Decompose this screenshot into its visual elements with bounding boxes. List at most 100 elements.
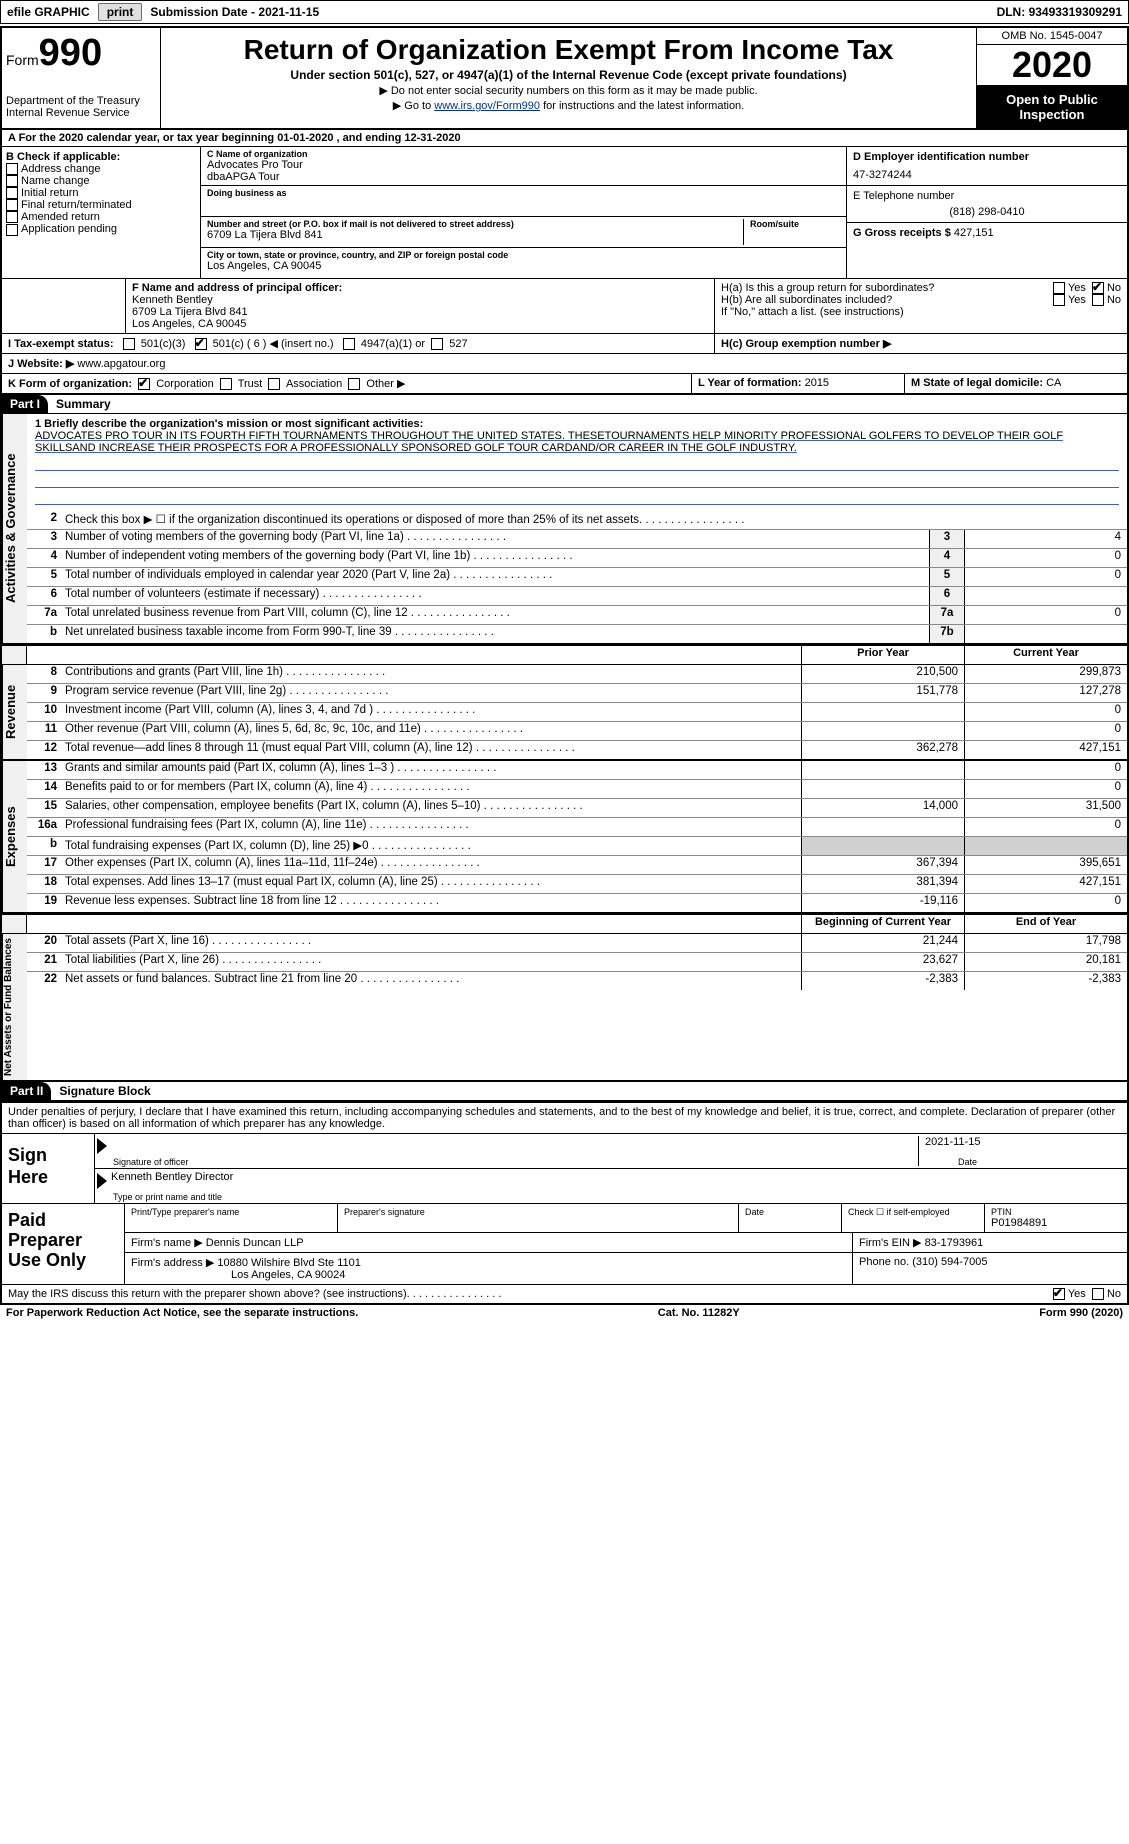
table-row: 2Check this box ▶ ☐ if the organization … [27,511,1127,529]
table-row: 5Total number of individuals employed in… [27,567,1127,586]
dln-label: DLN: 93493319309291 [997,5,1128,19]
checkbox-other[interactable] [348,378,360,390]
part1-title: Summary [48,395,119,413]
form-container: Form990 Department of the Treasury Inter… [0,26,1129,1305]
top-toolbar: efile GRAPHIC print Submission Date - 20… [0,0,1129,24]
table-row: 8Contributions and grants (Part VIII, li… [27,665,1127,683]
sig-date-val: 2021-11-15 [925,1136,1125,1148]
note-goto: ▶ Go to www.irs.gov/Form990 for instruct… [171,99,966,112]
subdate-label: Submission Date - 2021-11-15 [144,5,325,19]
box-c: C Name of organization Advocates Pro Tou… [201,147,846,278]
line-i: I Tax-exempt status: 501(c)(3) 501(c) ( … [2,334,1127,354]
form-number: 990 [39,32,102,74]
org-name1: Advocates Pro Tour [207,159,840,171]
table-row: 12Total revenue—add lines 8 through 11 (… [27,740,1127,759]
table-row: 4Number of independent voting members of… [27,548,1127,567]
sidetab-revenue: Revenue [2,665,27,759]
table-row: 15Salaries, other compensation, employee… [27,798,1127,817]
section-revenue: Revenue 8Contributions and grants (Part … [2,665,1127,761]
omb-number: OMB No. 1545-0047 [977,28,1127,45]
box-deg: D Employer identification number 47-3274… [846,147,1127,278]
sidetab-expenses: Expenses [2,761,27,912]
sign-here-row: Sign Here 2021-11-15 Signature of office… [2,1133,1127,1203]
form-word: Form [6,52,39,68]
checkbox-501c3[interactable] [123,338,135,350]
table-row: 19Revenue less expenses. Subtract line 1… [27,893,1127,912]
table-row: 20Total assets (Part X, line 16)21,24417… [27,934,1127,952]
checkbox-501c[interactable] [195,338,207,350]
table-row: 18Total expenses. Add lines 13–17 (must … [27,874,1127,893]
tax-year: 2020 [977,45,1127,86]
checkbox-hb-yes[interactable] [1053,294,1065,306]
header-right: OMB No. 1545-0047 2020 Open to Public In… [976,28,1127,128]
firm-name: Dennis Duncan LLP [206,1237,304,1249]
form-subtitle: Under section 501(c), 527, or 4947(a)(1)… [171,68,966,82]
checkbox-address-change[interactable] [6,163,18,175]
org-name2: dbaAPGA Tour [207,171,840,183]
ptin-value: P01984891 [991,1217,1121,1229]
checkbox-final-return[interactable] [6,199,18,211]
sig-declaration: Under penalties of perjury, I declare th… [2,1103,1127,1133]
part2-title: Signature Block [51,1082,158,1100]
table-row: 22Net assets or fund balances. Subtract … [27,971,1127,990]
checkbox-application[interactable] [6,224,18,236]
gross-receipts: 427,151 [954,227,994,239]
section-bcd: B Check if applicable: Address change Na… [2,147,1127,279]
open-public-badge: Open to Public Inspection [977,86,1127,128]
table-row: 7aTotal unrelated business revenue from … [27,605,1127,624]
checkbox-trust[interactable] [220,378,232,390]
table-row: 10Investment income (Part VIII, column (… [27,702,1127,721]
table-row: 17Other expenses (Part IX, column (A), l… [27,855,1127,874]
table-row: 16aProfessional fundraising fees (Part I… [27,817,1127,836]
part2-badge: Part II [2,1082,51,1100]
checkbox-hb-no[interactable] [1092,294,1104,306]
line-j: J Website: ▶ www.apgatour.org [2,354,1127,374]
checkbox-amended[interactable] [6,211,18,223]
header-center: Return of Organization Exempt From Incom… [161,28,976,128]
checkbox-initial-return[interactable] [6,187,18,199]
section-netassets: Net Assets or Fund Balances 20Total asse… [2,934,1127,1082]
table-row: bTotal fundraising expenses (Part IX, co… [27,836,1127,855]
org-city: Los Angeles, CA 90045 [207,260,840,272]
part2-header-row: Part II Signature Block [2,1082,1127,1101]
table-row: 13Grants and similar amounts paid (Part … [27,761,1127,779]
mission-text: ADVOCATES PRO TOUR IN ITS FOURTH FIFTH T… [35,430,1119,454]
checkbox-name-change[interactable] [6,175,18,187]
checkbox-ha-no[interactable] [1092,282,1104,294]
line-klm: K Form of organization: Corporation Trus… [2,374,1127,395]
table-row: 11Other revenue (Part VIII, column (A), … [27,721,1127,740]
paid-preparer-row: Paid Preparer Use Only Print/Type prepar… [2,1203,1127,1284]
triangle-icon [97,1138,107,1154]
section-fh: F Name and address of principal officer:… [2,279,1127,334]
irs-link[interactable]: www.irs.gov/Form990 [434,100,540,112]
checkbox-ha-yes[interactable] [1053,282,1065,294]
checkbox-corp[interactable] [138,378,150,390]
table-row: 6Total number of volunteers (estimate if… [27,586,1127,605]
form-title: Return of Organization Exempt From Incom… [171,34,966,66]
checkbox-discuss-yes[interactable] [1053,1288,1065,1300]
box-h: H(a) Is this a group return for subordin… [714,279,1127,333]
checkbox-527[interactable] [431,338,443,350]
header-left: Form990 Department of the Treasury Inter… [2,28,161,128]
efile-label: efile GRAPHIC [1,5,96,19]
firm-ein: 83-1793961 [925,1237,984,1249]
checkbox-assoc[interactable] [268,378,280,390]
box-b: B Check if applicable: Address change Na… [2,147,201,278]
checkbox-discuss-no[interactable] [1092,1288,1104,1300]
part1-header-row: Part I Summary [2,395,1127,414]
table-row: 3Number of voting members of the governi… [27,529,1127,548]
phone-value: (818) 298-0410 [853,206,1121,218]
checkbox-4947[interactable] [343,338,355,350]
col-headers-rev: Prior Year Current Year [2,645,1127,665]
firm-phone: (310) 594-7005 [912,1256,987,1268]
sign-here-label: Sign Here [2,1134,94,1203]
section-expenses: Expenses 13Grants and similar amounts pa… [2,761,1127,914]
table-row: 21Total liabilities (Part X, line 26)23,… [27,952,1127,971]
print-button[interactable]: print [98,3,143,21]
sidetab-netassets: Net Assets or Fund Balances [2,934,27,1080]
part1-badge: Part I [2,395,48,413]
col-headers-net: Beginning of Current Year End of Year [2,914,1127,934]
discuss-row: May the IRS discuss this return with the… [2,1284,1127,1303]
dept-label: Department of the Treasury Internal Reve… [6,95,156,119]
section-activities: Activities & Governance 1 Briefly descri… [2,414,1127,645]
